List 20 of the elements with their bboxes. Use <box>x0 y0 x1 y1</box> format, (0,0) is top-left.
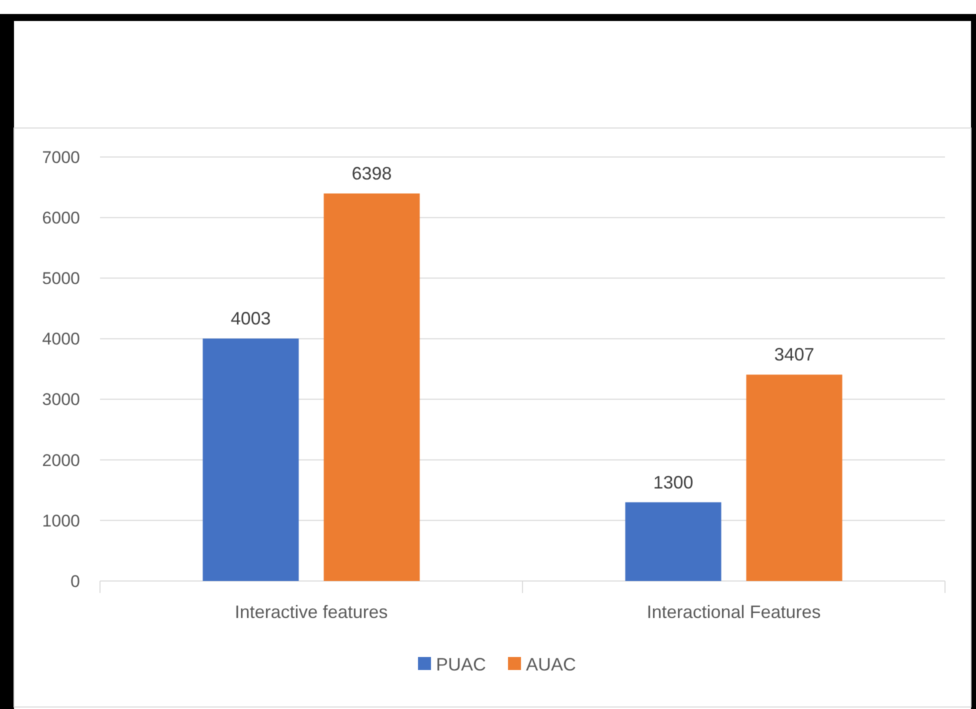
bar <box>324 193 420 581</box>
bar <box>746 374 842 581</box>
y-tick-label: 0 <box>70 572 80 591</box>
y-tick-label: 7000 <box>42 148 80 167</box>
y-tick-label: 5000 <box>42 269 80 288</box>
bar <box>202 338 299 581</box>
data-label: 3407 <box>774 344 814 365</box>
y-tick-label: 3000 <box>42 390 80 410</box>
data-label: 4003 <box>230 308 271 329</box>
x-tick-label: Interactional Features <box>646 602 821 622</box>
x-tick-label: Interactive features <box>234 602 388 622</box>
legend-label: PUAC <box>436 654 486 674</box>
y-tick-label: 4000 <box>42 330 80 349</box>
y-tick-label: 2000 <box>42 450 80 470</box>
y-tick-label: 1000 <box>42 511 80 530</box>
legend-label: AUAC <box>526 654 576 674</box>
data-label: 1300 <box>653 472 694 492</box>
y-tick-label: 6000 <box>42 208 80 228</box>
bar <box>625 502 722 581</box>
data-label: 6398 <box>352 163 392 184</box>
